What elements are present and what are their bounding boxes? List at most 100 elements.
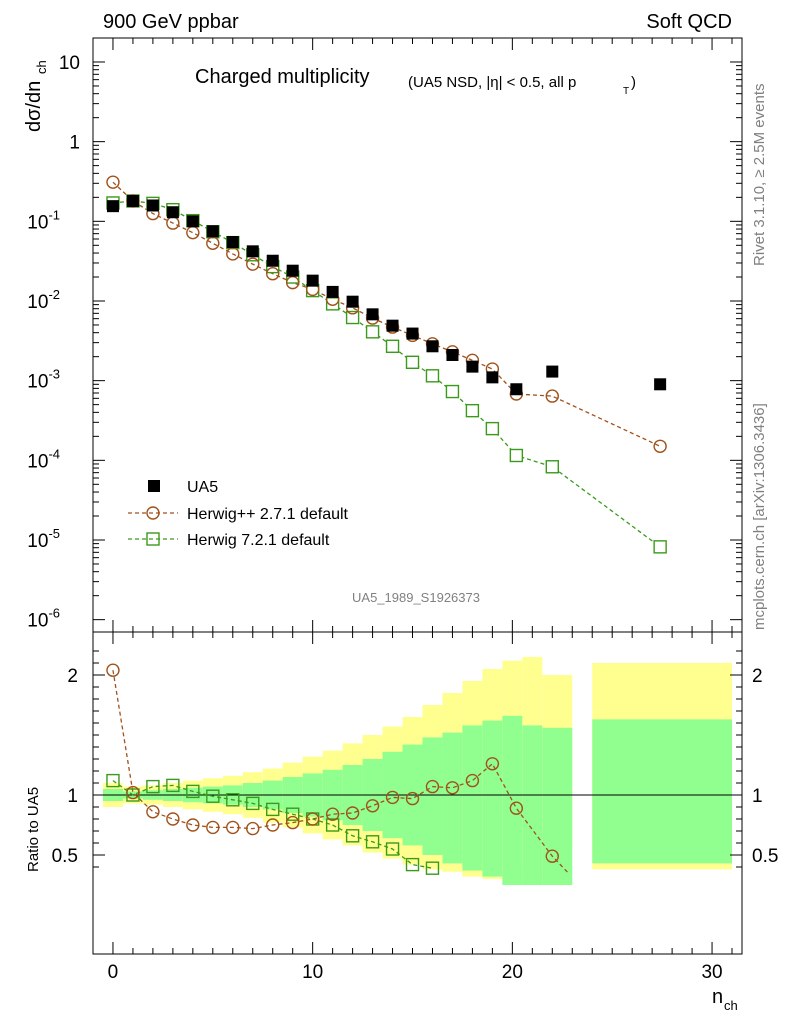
ratio-hpp-point <box>345 806 360 820</box>
ua5-point <box>306 274 319 287</box>
main-ytick-label: 1 <box>69 133 80 154</box>
ratio-inner-band <box>482 720 503 877</box>
main-ytick-label: 10-1 <box>27 207 60 233</box>
ua5-point <box>126 194 139 207</box>
ua5-point <box>546 365 559 378</box>
ua5-point <box>406 327 419 340</box>
h7-point <box>445 384 460 399</box>
ua5-point <box>186 215 199 228</box>
ua5-point <box>106 200 119 213</box>
ua5-point <box>446 348 459 361</box>
ua5-point <box>386 319 399 332</box>
ratio-plot-frame <box>92 631 743 955</box>
ratio-h7-point <box>106 773 120 788</box>
ratio-h7-point <box>345 829 360 843</box>
h7-point <box>345 310 360 325</box>
hpp-point <box>545 389 559 403</box>
ratio-hpp-point <box>405 791 420 806</box>
legend-marker-ua5 <box>148 480 160 492</box>
ua5-point <box>286 264 299 277</box>
main-ytick-label: 10-4 <box>27 446 60 472</box>
ratio-hpp-point <box>226 820 240 835</box>
ratio-hpp-point <box>545 849 559 863</box>
main-title: Charged multiplicity <box>195 66 370 88</box>
h7-point <box>385 339 400 353</box>
ratio-hpp-point <box>285 815 300 830</box>
ratio-inner-band <box>422 737 443 855</box>
h7-point <box>365 325 380 339</box>
ua5-point <box>654 378 667 391</box>
ratio-h7-point <box>405 857 420 872</box>
ratio-inner-band <box>592 719 733 864</box>
ratio-h7-point <box>226 793 240 807</box>
ratio-plot: 0.5 0.5 1 1 2 2 0 10 20 30 <box>52 631 778 983</box>
ua5-point <box>226 236 239 249</box>
ua5-point <box>206 225 219 238</box>
ratio-ytick-label-right: 2 <box>752 666 763 687</box>
ratio-h7-point <box>285 807 300 821</box>
ua5-point <box>366 308 379 321</box>
h7-point <box>509 448 524 463</box>
mcplots-label: mcplots.cern.ch [arXiv:1306.3436] <box>751 403 768 630</box>
ua5-point <box>266 254 279 267</box>
hpp-point <box>206 236 220 250</box>
ratio-hpp-point <box>106 663 120 677</box>
ratio-ytick-label: 1 <box>67 786 78 807</box>
main-subtitle: (UA5 NSD, |η| < 0.5, all p <box>408 74 576 91</box>
ua5-point <box>486 371 499 384</box>
ratio-hpp-point <box>425 779 440 794</box>
main-plot: 10-6 10-5 10-4 10-3 10-2 10-1 1 10 <box>27 37 743 633</box>
ratio-h7-point <box>186 784 200 799</box>
rivet-label: Rivet 3.1.10, ≥ 2.5M events <box>751 84 768 267</box>
h7-point <box>485 421 500 436</box>
ratio-ytick-label: 0.5 <box>52 846 78 867</box>
ratio-hpp-point <box>266 818 280 832</box>
ua5-point <box>246 245 259 258</box>
ratio-hpp-line <box>112 670 569 874</box>
ratio-hpp-point <box>485 757 500 771</box>
hpp-point <box>106 175 120 189</box>
ua5-point <box>466 360 479 373</box>
ratio-hpp-point <box>186 818 200 832</box>
header-left: 900 GeV ppbar <box>103 11 239 33</box>
ratio-inner-band <box>462 725 483 871</box>
ratio-h7-point <box>365 835 380 849</box>
ua5-point <box>166 206 179 219</box>
legend-label-hpp: Herwig++ 2.7.1 default <box>187 506 349 523</box>
h7-point <box>545 460 559 474</box>
analysis-tag: UA5_1989_S1926373 <box>352 590 480 605</box>
ratio-hpp-point <box>206 820 220 835</box>
hpp-line <box>112 181 661 447</box>
x-axis-label-sub: ch <box>724 998 738 1013</box>
ratio-h7-point <box>325 818 340 832</box>
ratio-ytick-label-right: 0.5 <box>752 846 778 867</box>
ratio-inner-band <box>522 725 543 885</box>
ratio-hpp-point <box>385 790 400 805</box>
ua5-point <box>510 383 523 396</box>
main-ytick-label: 10-2 <box>27 287 60 313</box>
ratio-xtick-label: 30 <box>701 962 722 983</box>
ratio-hpp-point <box>365 799 380 813</box>
ratio-h7-point <box>246 796 260 811</box>
hpp-point <box>186 225 200 240</box>
ratio-h7-point <box>206 789 220 803</box>
ratio-h7-point <box>385 842 400 856</box>
hpp-point <box>266 267 280 281</box>
legend-marker-hpp <box>146 506 160 520</box>
ratio-ytick-label-right: 1 <box>752 786 763 807</box>
ratio-hpp-point <box>305 812 320 826</box>
ratio-ytick-label: 2 <box>67 666 78 687</box>
ratio-xtick-label: 0 <box>108 962 119 983</box>
ratio-hpp-point <box>146 805 160 819</box>
main-ytick-label: 10 <box>59 53 80 74</box>
header-right: Soft QCD <box>646 11 732 33</box>
ua5-point <box>326 285 339 298</box>
ratio-inner-band <box>442 732 463 864</box>
ratio-hpp-point <box>166 812 180 826</box>
main-ytick-label: 10-5 <box>27 526 60 552</box>
main-ylabel-sub: ch <box>34 60 49 74</box>
ratio-h7-point <box>166 778 180 793</box>
ratio-inner-band <box>502 715 523 885</box>
main-ylabel-text: dσ/dn <box>23 81 45 132</box>
ratio-h7-point <box>146 779 160 794</box>
